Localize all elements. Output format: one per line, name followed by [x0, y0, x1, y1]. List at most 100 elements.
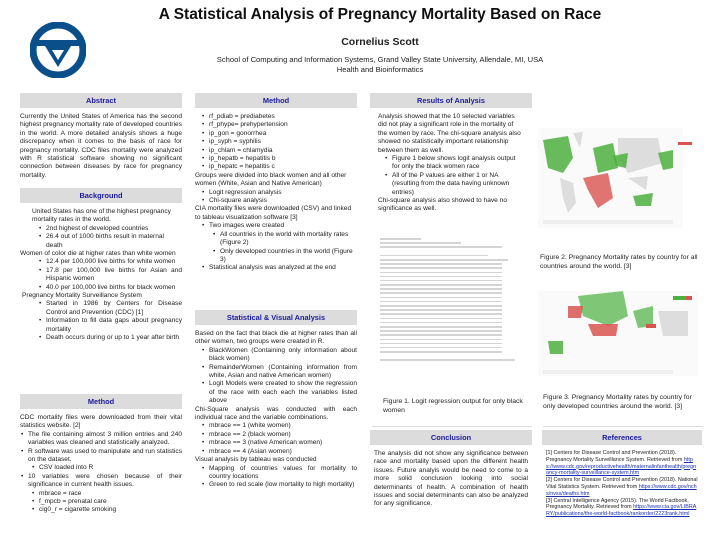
- figure-1-caption: Figure 1. Logit regression output for on…: [383, 398, 523, 414]
- list-item: Information to fill data gaps about preg…: [39, 317, 182, 334]
- logit-output-line: [380, 279, 502, 282]
- list-item: ip_gon = gonorrhea: [202, 130, 357, 139]
- logit-output-line: [380, 267, 502, 269]
- reference-item: [2] Centers for Disease Control and Prev…: [546, 477, 698, 497]
- list-item: ip_syph = syphilis: [202, 138, 357, 147]
- logit-output-line: [380, 288, 502, 290]
- results-heading: Results of Analysis: [370, 93, 532, 108]
- list-item: f_mpcb = prenatal care: [32, 498, 182, 507]
- list-item: 40.0 per 100,000 live births for black w…: [39, 284, 182, 293]
- author-name: Cornelius Scott: [341, 36, 419, 48]
- results-chi: Chi-square analysis also showed to have …: [378, 197, 508, 213]
- list-item: Started in 1986 by Centers for Disease C…: [39, 300, 182, 317]
- logit-output-line: [380, 351, 502, 353]
- logit-output-line: [380, 300, 502, 303]
- figure-2-caption: Figure 2. Pregnancy Mortality rates by c…: [540, 254, 698, 270]
- list-item: R software was used to manipulate and ru…: [21, 448, 182, 465]
- logit-output-line: [380, 258, 509, 261]
- conclusion-heading: Conclusion: [370, 430, 532, 445]
- reference-text: [2] Centers for Disease Control and Prev…: [546, 477, 698, 490]
- poster-title: A Statistical Analysis of Pregnancy Mort…: [158, 6, 602, 23]
- conclusion-text: The analysis did not show any significan…: [374, 450, 528, 508]
- list-item: mbrace = race: [32, 490, 182, 499]
- world-map-all-countries: [538, 128, 692, 228]
- method-section-2: Method rf_pdiab = prediabetes rf_phype= …: [195, 93, 357, 273]
- logit-output-line: [380, 330, 502, 332]
- list-item: CSV loaded into R: [32, 464, 182, 473]
- logit-output-line: [380, 313, 502, 315]
- statistical-heading: Statistical & Visual Analysis: [195, 310, 357, 325]
- abstract-text: Currently the United States of America h…: [20, 113, 183, 179]
- reference-link[interactable]: https://www.cdc.gov/nchs/nvss/deaths.htm: [546, 483, 697, 497]
- reference-text: [3] Central Intelligence Agency (2015). …: [546, 497, 689, 511]
- affiliation: School of Computing and Information Syst…: [100, 55, 660, 75]
- method-heading: Method: [20, 394, 182, 409]
- logit-output-line: [380, 334, 502, 336]
- list-item: Logit regression analysis: [202, 189, 357, 198]
- background-color-text: Women of color die at higher rates than …: [20, 250, 176, 258]
- list-item: mbrace == 2 (black women): [202, 431, 357, 440]
- logit-output-line: [380, 238, 421, 240]
- results-section: Results of Analysis Analysis showed that…: [370, 93, 532, 214]
- method-intro: CDC mortality files were downloaded from…: [20, 414, 182, 430]
- references-section: References [1] Centers for Disease Contr…: [542, 430, 702, 518]
- list-item: cig0_r = cigarette smoking: [32, 506, 182, 515]
- reference-text: [1] Centers for Disease Control and Prev…: [546, 450, 683, 463]
- method-section-1: Method CDC mortality files were download…: [20, 394, 182, 515]
- affiliation-department: Health and Bioinformatics: [336, 65, 424, 74]
- logit-output-line: [380, 284, 502, 286]
- list-item: mbrace == 1 (white women): [202, 422, 357, 431]
- statistical-analysis-section: Statistical & Visual Analysis Based on t…: [195, 310, 357, 490]
- divider: [543, 426, 703, 427]
- logit-output-line: [380, 254, 488, 257]
- method-groups: Groups were divided into black women and…: [195, 171, 347, 188]
- list-item: RemainderWomen (Containing information f…: [202, 364, 357, 381]
- logit-output-line: [380, 263, 502, 265]
- world-map-developed-countries: [538, 291, 698, 376]
- list-item: Statistical analysis was analyzed at the…: [202, 264, 357, 273]
- reference-link[interactable]: https://www.cdc.gov/reproductivehealth/m…: [546, 456, 697, 477]
- abstract-section: Abstract Currently the United States of …: [20, 93, 182, 180]
- background-section: Background United States has one of the …: [20, 188, 182, 343]
- list-item: The file containing almost 3 million ent…: [21, 431, 182, 448]
- stat-chi: Chi-Square analysis was conducted with e…: [195, 405, 357, 422]
- list-item: 17.8 per 100,000 live births for Asian a…: [39, 267, 182, 284]
- logit-output-line: [380, 292, 502, 295]
- list-item: Only developed countries in the world (F…: [213, 248, 357, 265]
- logit-output-line: [380, 271, 502, 274]
- logit-output-line: [380, 246, 502, 248]
- stat-visual: Visual analysis by tableau was conducted: [195, 456, 317, 464]
- list-item: Mapping of countries values for mortalit…: [202, 465, 357, 482]
- list-item: ip_chlam = chlamydia: [202, 147, 357, 156]
- university-logo: [30, 22, 86, 78]
- affiliation-school: School of Computing and Information Syst…: [216, 55, 544, 64]
- stat-intro: Based on the fact that black die at high…: [195, 330, 357, 346]
- list-item: Death occurs during or up to 1 year afte…: [39, 334, 182, 343]
- conclusion-section: Conclusion The analysis did not show any…: [370, 430, 532, 509]
- list-item: 26.4 out of 1000 births result in matern…: [39, 233, 182, 250]
- method-cia: CIA mortality files were downloaded (CSV…: [195, 205, 352, 221]
- list-item: All of the P values are either 1 or NA (…: [385, 172, 524, 197]
- list-item: Green to red scale (low mortality to hig…: [202, 481, 357, 490]
- logit-output-line: [380, 346, 502, 349]
- background-intro: United States has one of the highest pre…: [32, 208, 171, 224]
- list-item: ip_hepatb = hepatitis b: [202, 155, 357, 164]
- list-item: Logit Models were created to show the re…: [202, 380, 357, 405]
- list-item: mbrace == 3 (native American women): [202, 439, 357, 448]
- list-item: 2nd highest of developed countries: [39, 225, 182, 234]
- logit-output-line: [380, 242, 461, 244]
- logit-output-line: [380, 275, 502, 278]
- reference-item: [3] Central Intelligence Agency (2015). …: [546, 498, 698, 518]
- references-heading: References: [542, 430, 702, 445]
- logit-output-figure: [380, 238, 515, 378]
- list-item: All countries in the world with mortalit…: [213, 231, 357, 248]
- logit-output-line: [380, 317, 502, 320]
- list-item: rf_phype= prehypertension: [202, 121, 357, 130]
- reference-item: [1] Centers for Disease Control and Prev…: [546, 450, 698, 477]
- logit-output-line: [380, 325, 502, 328]
- method-heading: Method: [195, 93, 357, 108]
- reference-link[interactable]: https://www.cia.gov/LIBRARY/publications…: [546, 504, 697, 518]
- logit-output-line: [380, 296, 502, 299]
- list-item: BlackWomen (Containing only information …: [202, 347, 357, 364]
- divider: [372, 426, 532, 427]
